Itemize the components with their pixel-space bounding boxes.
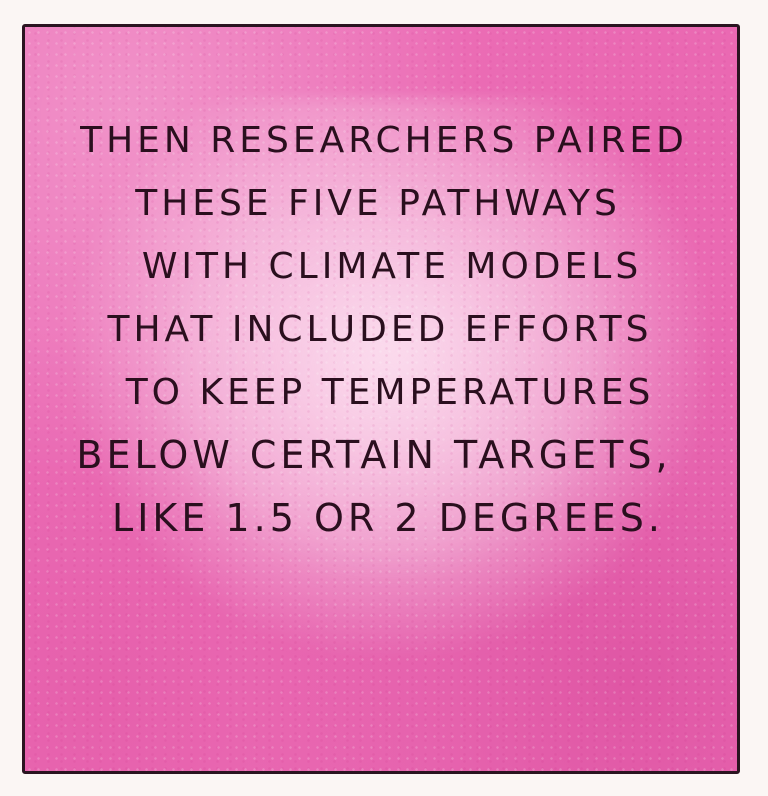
caption-text: THEN RESEARCHERS PAIRED THESE FIVE PATHW… bbox=[25, 109, 737, 550]
watercolor-highlight bbox=[145, 167, 625, 587]
caption-line-1: THEN RESEARCHERS PAIRED bbox=[80, 120, 688, 161]
comic-panel: THEN RESEARCHERS PAIRED THESE FIVE PATHW… bbox=[22, 24, 740, 774]
caption-line-2: THESE FIVE PATHWAYS bbox=[135, 183, 621, 224]
caption-line-4: THAT INCLUDED EFFORTS bbox=[107, 309, 653, 350]
caption-line-6: BELOW CERTAIN TARGETS, bbox=[76, 433, 672, 477]
caption-line-3: WITH CLIMATE MODELS bbox=[141, 246, 643, 287]
paper-texture bbox=[25, 27, 737, 771]
caption-line-7: LIKE 1.5 OR 2 DEGREES. bbox=[112, 496, 664, 540]
watercolor-wash bbox=[70, 97, 710, 657]
caption-line-5: TO KEEP TEMPERATURES bbox=[125, 372, 655, 413]
